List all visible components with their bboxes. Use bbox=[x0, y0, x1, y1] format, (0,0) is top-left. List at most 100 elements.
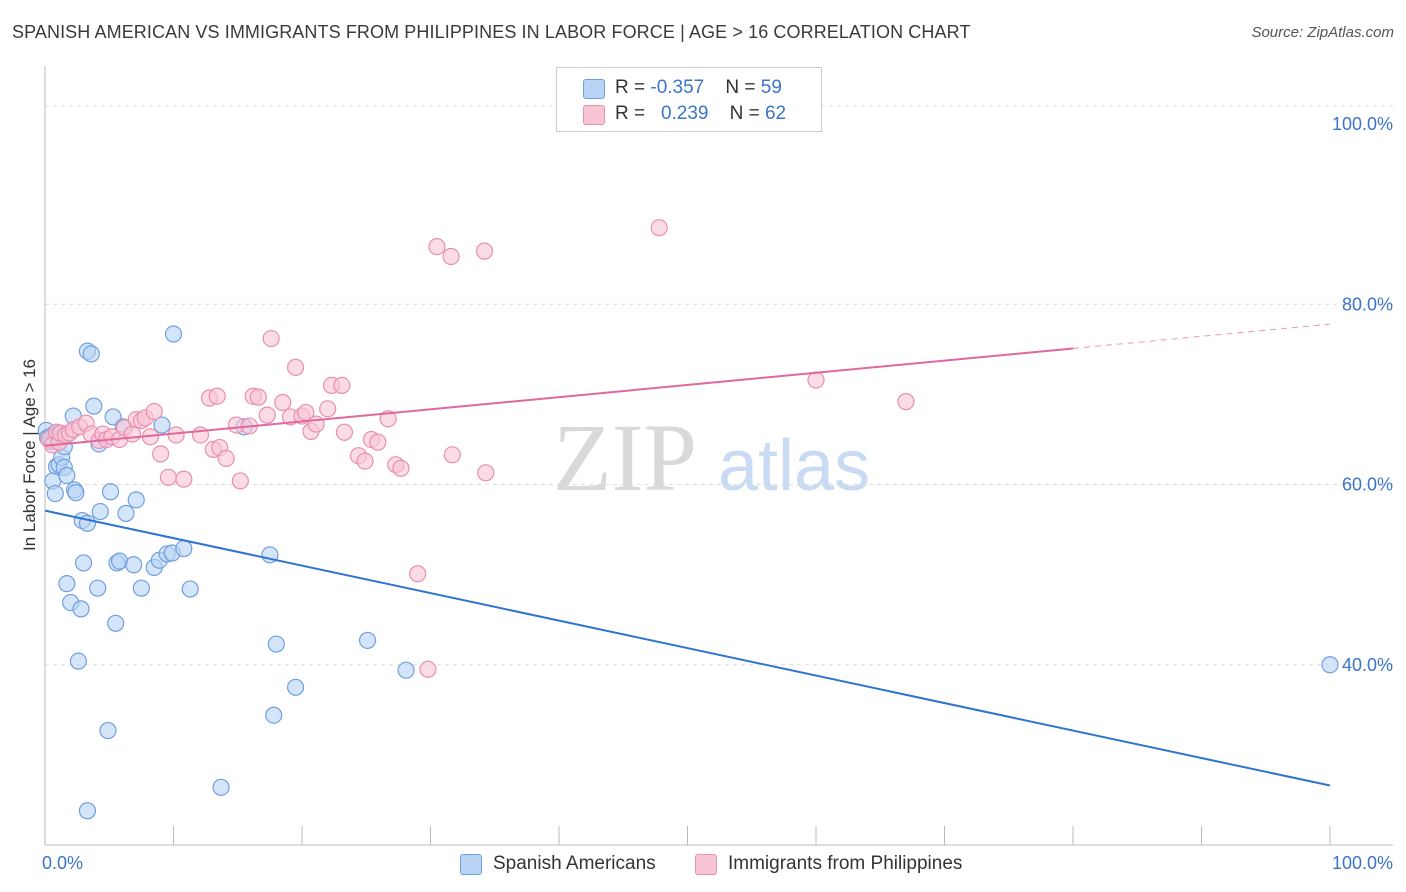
data-point bbox=[175, 539, 193, 558]
data-point bbox=[265, 706, 283, 724]
data-point bbox=[58, 466, 76, 485]
trend-line-philippines-extension bbox=[1072, 323, 1331, 349]
trend-line-philippines bbox=[44, 347, 1074, 447]
source-credit: Source: ZipAtlas.com bbox=[1251, 24, 1394, 41]
data-point bbox=[477, 464, 495, 482]
data-point bbox=[409, 565, 427, 583]
data-point bbox=[392, 459, 410, 477]
data-point bbox=[78, 802, 97, 820]
data-point bbox=[231, 472, 249, 490]
data-point bbox=[379, 410, 397, 428]
y-tick-label: 40.0% bbox=[1342, 655, 1393, 675]
data-point bbox=[807, 371, 825, 389]
data-point bbox=[167, 426, 185, 444]
r-label: R = bbox=[615, 77, 651, 98]
data-point bbox=[267, 635, 285, 653]
legend-swatch-pink bbox=[695, 854, 717, 875]
legend-swatch-pink bbox=[583, 105, 605, 125]
data-point bbox=[428, 238, 446, 256]
legend-label: Spanish Americans bbox=[493, 853, 656, 874]
data-point bbox=[110, 552, 129, 570]
trend-line-spanish-americans bbox=[44, 509, 1331, 787]
n-label: N = bbox=[729, 103, 765, 124]
correlation-legend: R = -0.357 N = 59 R = 0.239 N = 62 bbox=[556, 67, 822, 132]
r-value: -0.357 bbox=[650, 77, 705, 98]
data-point bbox=[89, 579, 107, 597]
data-point bbox=[46, 484, 64, 503]
data-point bbox=[101, 483, 120, 501]
watermark-atlas: atlas bbox=[718, 426, 870, 506]
data-point bbox=[475, 242, 494, 260]
legend-swatch-blue bbox=[583, 79, 605, 99]
data-point bbox=[164, 325, 183, 343]
data-point bbox=[258, 406, 276, 424]
data-point bbox=[333, 376, 351, 394]
data-point bbox=[67, 484, 85, 502]
trend-lines bbox=[44, 323, 1331, 787]
r-label: R = bbox=[615, 103, 651, 124]
legend-item-philippines: Immigrants from Philippines bbox=[695, 851, 995, 877]
data-point bbox=[104, 408, 122, 426]
legend-label: Immigrants from Philippines bbox=[728, 853, 963, 874]
data-point bbox=[369, 433, 387, 451]
data-point bbox=[175, 470, 193, 488]
watermark-zip: ZIP bbox=[553, 404, 697, 511]
axes bbox=[44, 66, 1393, 846]
data-point bbox=[125, 556, 143, 574]
data-point bbox=[69, 652, 88, 670]
legend-item-spanish-americans: Spanish Americans bbox=[460, 851, 680, 877]
data-point bbox=[99, 721, 117, 740]
data-point bbox=[74, 554, 93, 572]
data-point bbox=[897, 393, 915, 411]
data-point bbox=[650, 219, 668, 237]
data-point bbox=[286, 358, 305, 376]
data-point bbox=[274, 393, 292, 412]
data-point bbox=[307, 415, 325, 433]
gridlines bbox=[45, 105, 1393, 666]
data-point bbox=[397, 661, 415, 679]
data-point bbox=[91, 502, 109, 521]
data-point bbox=[153, 416, 171, 434]
data-point bbox=[262, 329, 280, 348]
data-point bbox=[443, 446, 461, 464]
data-point bbox=[249, 388, 267, 406]
data-point bbox=[107, 614, 125, 632]
y-tick-label: 80.0% bbox=[1342, 294, 1393, 314]
data-point bbox=[217, 449, 235, 467]
legend-swatch-blue bbox=[460, 854, 482, 875]
data-point bbox=[132, 579, 150, 597]
series-philippines bbox=[40, 219, 915, 678]
data-point bbox=[358, 631, 377, 650]
data-point bbox=[72, 600, 90, 618]
tick-labels: 40.0% 60.0% 80.0% 100.0% 0.0% 100.0% bbox=[42, 114, 1393, 873]
data-point bbox=[117, 504, 135, 522]
data-point bbox=[123, 425, 141, 443]
n-label: N = bbox=[725, 77, 761, 98]
n-value: 59 bbox=[760, 77, 782, 98]
watermark: ZIP atlas bbox=[553, 404, 870, 511]
data-point bbox=[212, 778, 230, 796]
data-point bbox=[85, 397, 103, 415]
data-point bbox=[145, 402, 163, 421]
data-point bbox=[127, 491, 145, 509]
data-point bbox=[191, 426, 210, 444]
x-tick-label: 0.0% bbox=[42, 853, 83, 873]
data-point bbox=[1321, 656, 1339, 674]
r-value: 0.239 bbox=[660, 103, 709, 124]
data-point bbox=[159, 468, 177, 486]
legend-stats: R = -0.357 N = 59 bbox=[615, 77, 782, 99]
data-point bbox=[356, 452, 374, 470]
data-point bbox=[181, 580, 199, 598]
y-tick-label: 60.0% bbox=[1342, 475, 1393, 495]
data-point bbox=[286, 678, 305, 696]
y-axis-label: In Labor Force | Age > 16 bbox=[20, 359, 39, 551]
data-point bbox=[82, 345, 100, 363]
data-point bbox=[208, 387, 226, 405]
data-point bbox=[419, 660, 437, 678]
x-tick-label: 100.0% bbox=[1332, 853, 1393, 873]
n-value: 62 bbox=[764, 103, 787, 124]
legend-stats: R = 0.239 N = 62 bbox=[615, 103, 786, 125]
data-point bbox=[335, 423, 354, 441]
data-point bbox=[442, 247, 460, 266]
